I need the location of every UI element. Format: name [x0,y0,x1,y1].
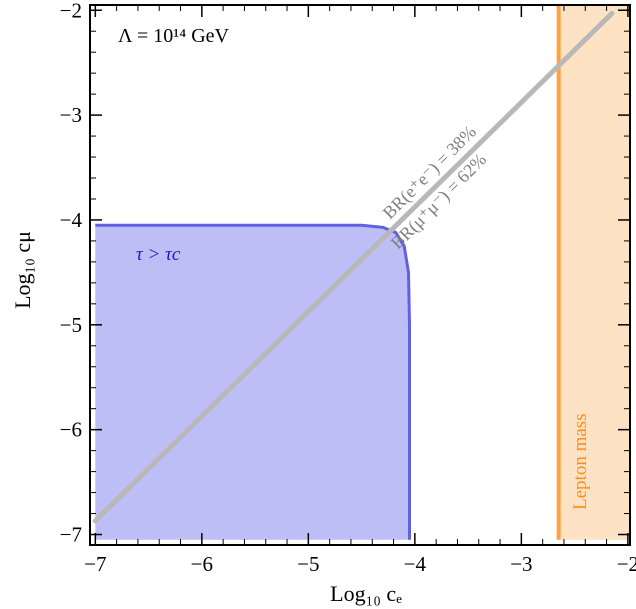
plot-area [92,5,630,540]
x-tick-label: −4 [404,552,427,576]
x-tick-label: −3 [510,552,532,576]
x-tick-label: −6 [191,552,213,576]
y-tick-label: −3 [60,103,82,127]
region-lepton-mass [558,5,630,540]
x-axis-label: Log₁₀ cₑ [330,581,402,606]
y-tick-label: −6 [60,418,82,442]
region-label-lepton-mass: Lepton mass [570,413,591,510]
region-tau-boundary [95,223,411,540]
x-tick-label: −2 [617,552,636,576]
annotation-lambda: Λ = 10¹⁴ GeV [118,25,230,47]
y-axis-label: Log₁₀ cμ [10,231,35,309]
y-tick-label: −4 [60,208,83,232]
y-tick-label: −7 [60,523,82,547]
y-tick-label: −5 [60,313,82,337]
series-line-br [92,10,615,524]
x-tick-label: −7 [84,552,106,576]
plot-frame [89,4,631,546]
y-tick-label: −2 [60,0,82,22]
axes: −7 −6 −5 −4 −3 −2 −7 −6 −5 −4 −3 −2 [60,0,636,576]
region-tau [95,225,410,540]
x-tick-label: −5 [297,552,319,576]
region-label-tau: τ > τc [136,244,181,265]
